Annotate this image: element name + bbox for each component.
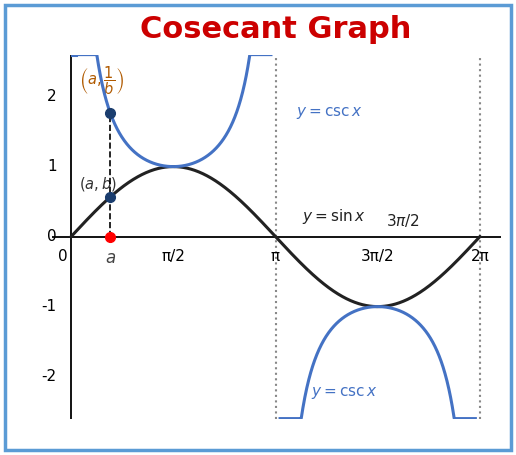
Text: -2: -2 xyxy=(42,369,57,384)
Text: $y = \csc x$: $y = \csc x$ xyxy=(296,105,362,121)
Text: 1: 1 xyxy=(47,159,57,174)
Title: Cosecant Graph: Cosecant Graph xyxy=(140,15,412,44)
Text: 0: 0 xyxy=(47,229,57,244)
Text: $3\pi/2$: $3\pi/2$ xyxy=(386,212,420,229)
Text: $a$: $a$ xyxy=(105,249,116,267)
Text: 0: 0 xyxy=(58,249,68,264)
Text: $(a, b)$: $(a, b)$ xyxy=(79,175,117,193)
Text: 2π: 2π xyxy=(471,249,489,264)
Text: 2: 2 xyxy=(47,89,57,104)
Text: 3π/2: 3π/2 xyxy=(361,249,395,264)
Text: π: π xyxy=(271,249,280,264)
Text: $\left(a,\dfrac{1}{b}\right)$: $\left(a,\dfrac{1}{b}\right)$ xyxy=(79,65,124,97)
Text: $y = \sin x$: $y = \sin x$ xyxy=(302,207,366,226)
Text: $y = \csc x$: $y = \csc x$ xyxy=(311,385,378,401)
Text: -1: -1 xyxy=(42,299,57,314)
Text: π/2: π/2 xyxy=(162,249,185,264)
